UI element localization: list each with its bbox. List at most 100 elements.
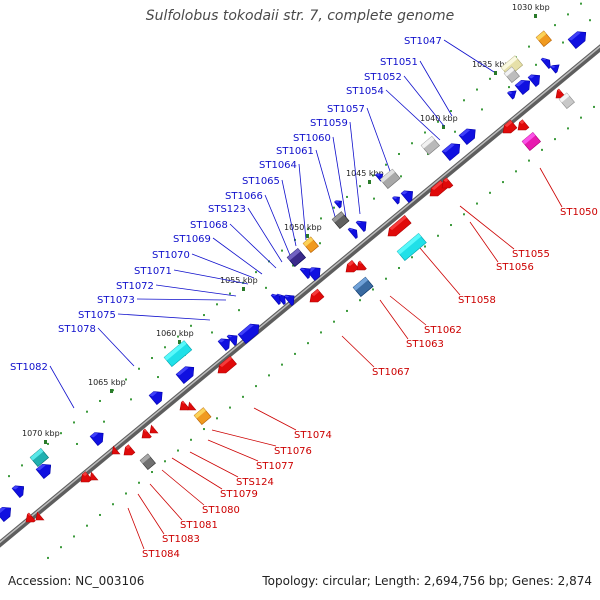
forward-gene-17[interactable]: [175, 363, 198, 385]
feature-block-magenta[interactable]: [521, 131, 542, 152]
label-st1058[interactable]: ST1058: [458, 295, 496, 306]
reverse-gene-11[interactable]: [177, 400, 190, 414]
reverse-gene-20[interactable]: [33, 511, 45, 524]
label-st1066[interactable]: ST1066: [225, 191, 263, 202]
reverse-gene-9[interactable]: [307, 288, 325, 306]
label-sts123[interactable]: STS123: [208, 204, 246, 215]
label-st1083[interactable]: ST1083: [162, 534, 200, 545]
label-sts124[interactable]: STS124: [236, 477, 274, 488]
label-st1064[interactable]: ST1064: [259, 160, 297, 171]
reverse-gene-5[interactable]: [439, 177, 454, 192]
feature-block-indigo[interactable]: [286, 247, 307, 268]
forward-gene-11[interactable]: [283, 291, 298, 307]
label-st1079[interactable]: ST1079: [220, 489, 258, 500]
feature-block-gray-5[interactable]: [139, 453, 156, 471]
forward-gene-1[interactable]: [567, 28, 590, 50]
label-st1050[interactable]: ST1050: [560, 207, 598, 218]
reverse-gene-17[interactable]: [78, 471, 93, 486]
feature-block-cyan-1[interactable]: [163, 340, 193, 368]
label-st1077[interactable]: ST1077: [256, 461, 294, 472]
forward-gene-23[interactable]: [540, 56, 553, 70]
label-st1056[interactable]: ST1056: [496, 262, 534, 273]
forward-gene-8[interactable]: [347, 226, 360, 240]
label-st1081[interactable]: ST1081: [180, 520, 218, 531]
gene-features[interactable]: [0, 28, 590, 526]
label-st1047[interactable]: ST1047: [404, 36, 442, 47]
reverse-gene-15[interactable]: [121, 444, 136, 459]
label-st1057[interactable]: ST1057: [327, 104, 365, 115]
feature-block-gray-4[interactable]: [379, 168, 401, 190]
forward-gene-18[interactable]: [148, 388, 166, 406]
forward-gene-22[interactable]: [0, 503, 15, 523]
reverse-gene-18[interactable]: [87, 471, 99, 484]
label-st1051[interactable]: ST1051: [380, 57, 418, 68]
scale-dot-outer: [476, 88, 478, 91]
reverse-gene-14[interactable]: [147, 424, 159, 437]
forward-gene-2[interactable]: [514, 76, 533, 96]
reverse-gene-12[interactable]: [185, 401, 197, 414]
reverse-gene-3[interactable]: [515, 119, 530, 134]
reverse-gene-6[interactable]: [385, 215, 412, 239]
label-st1080[interactable]: ST1080: [202, 505, 240, 516]
feature-block-gray-3[interactable]: [420, 135, 441, 156]
feature-block-gray-2[interactable]: [558, 92, 575, 110]
label-st1067[interactable]: ST1067: [372, 367, 410, 378]
label-st1074[interactable]: ST1074: [294, 430, 332, 441]
feature-block-dark-gray[interactable]: [331, 211, 350, 230]
label-st1084[interactable]: ST1084: [142, 549, 180, 560]
label-st1054[interactable]: ST1054: [346, 86, 384, 97]
label-st1062[interactable]: ST1062: [424, 325, 462, 336]
forward-gene-small-1[interactable]: [550, 62, 561, 74]
label-st1068[interactable]: ST1068: [190, 220, 228, 231]
label-st1060[interactable]: ST1060: [293, 133, 331, 144]
label-st1072[interactable]: ST1072: [116, 281, 154, 292]
label-st1076[interactable]: ST1076: [274, 446, 312, 457]
label-st1082[interactable]: ST1082: [10, 362, 48, 373]
feature-block-cyan-2[interactable]: [396, 232, 427, 262]
feature-block-orange-2[interactable]: [302, 236, 319, 254]
reverse-gene-8[interactable]: [354, 260, 367, 274]
reverse-gene-13[interactable]: [139, 428, 152, 442]
forward-gene-13[interactable]: [270, 292, 283, 306]
forward-gene-20[interactable]: [35, 460, 54, 480]
label-st1052[interactable]: ST1052: [364, 72, 402, 83]
forward-gene-small-5[interactable]: [334, 198, 344, 209]
feature-block-gray-1[interactable]: [503, 66, 520, 84]
label-st1063[interactable]: ST1063: [406, 339, 444, 350]
reverse-gene-16[interactable]: [109, 445, 121, 458]
forward-gene-14[interactable]: [237, 320, 263, 345]
reverse-gene-19[interactable]: [23, 512, 36, 526]
label-st1069[interactable]: ST1069: [173, 234, 211, 245]
label-st1070[interactable]: ST1070: [152, 250, 190, 261]
label-st1055[interactable]: ST1055: [512, 249, 550, 260]
reverse-gene-10[interactable]: [215, 355, 237, 377]
feature-block-orange-1[interactable]: [535, 30, 552, 48]
label-st1071[interactable]: ST1071: [134, 266, 172, 277]
label-st1075[interactable]: ST1075: [78, 310, 116, 321]
forward-gene-5[interactable]: [441, 140, 464, 162]
gene-labels[interactable]: ST1047 ST1051 ST1052 ST1054 ST1057 ST1059 ST10…: [10, 36, 598, 560]
forward-gene-15[interactable]: [217, 335, 233, 352]
label-st1059[interactable]: ST1059: [310, 118, 348, 129]
forward-gene-3[interactable]: [527, 71, 543, 88]
label-st1073[interactable]: ST1073: [97, 295, 135, 306]
forward-gene-19[interactable]: [89, 429, 107, 447]
forward-gene-small-4[interactable]: [392, 194, 402, 205]
label-st1065[interactable]: ST1065: [242, 176, 280, 187]
forward-gene-4[interactable]: [458, 125, 479, 146]
label-st1061[interactable]: ST1061: [276, 146, 314, 157]
forward-gene-6[interactable]: [400, 187, 416, 204]
reverse-gene-7[interactable]: [343, 260, 359, 275]
forward-gene-10[interactable]: [299, 264, 314, 280]
feature-block-teal[interactable]: [29, 447, 50, 468]
feature-block-steel[interactable]: [352, 276, 374, 298]
forward-gene-7[interactable]: [355, 217, 370, 233]
forward-gene-small-2[interactable]: [507, 88, 518, 100]
forward-gene-21[interactable]: [11, 482, 27, 499]
leader-st1072: [155, 284, 237, 297]
reverse-gene-2[interactable]: [500, 119, 518, 137]
label-st1078[interactable]: ST1078: [58, 324, 96, 335]
forward-gene-16[interactable]: [226, 331, 241, 347]
feature-block-orange-3[interactable]: [193, 407, 212, 426]
